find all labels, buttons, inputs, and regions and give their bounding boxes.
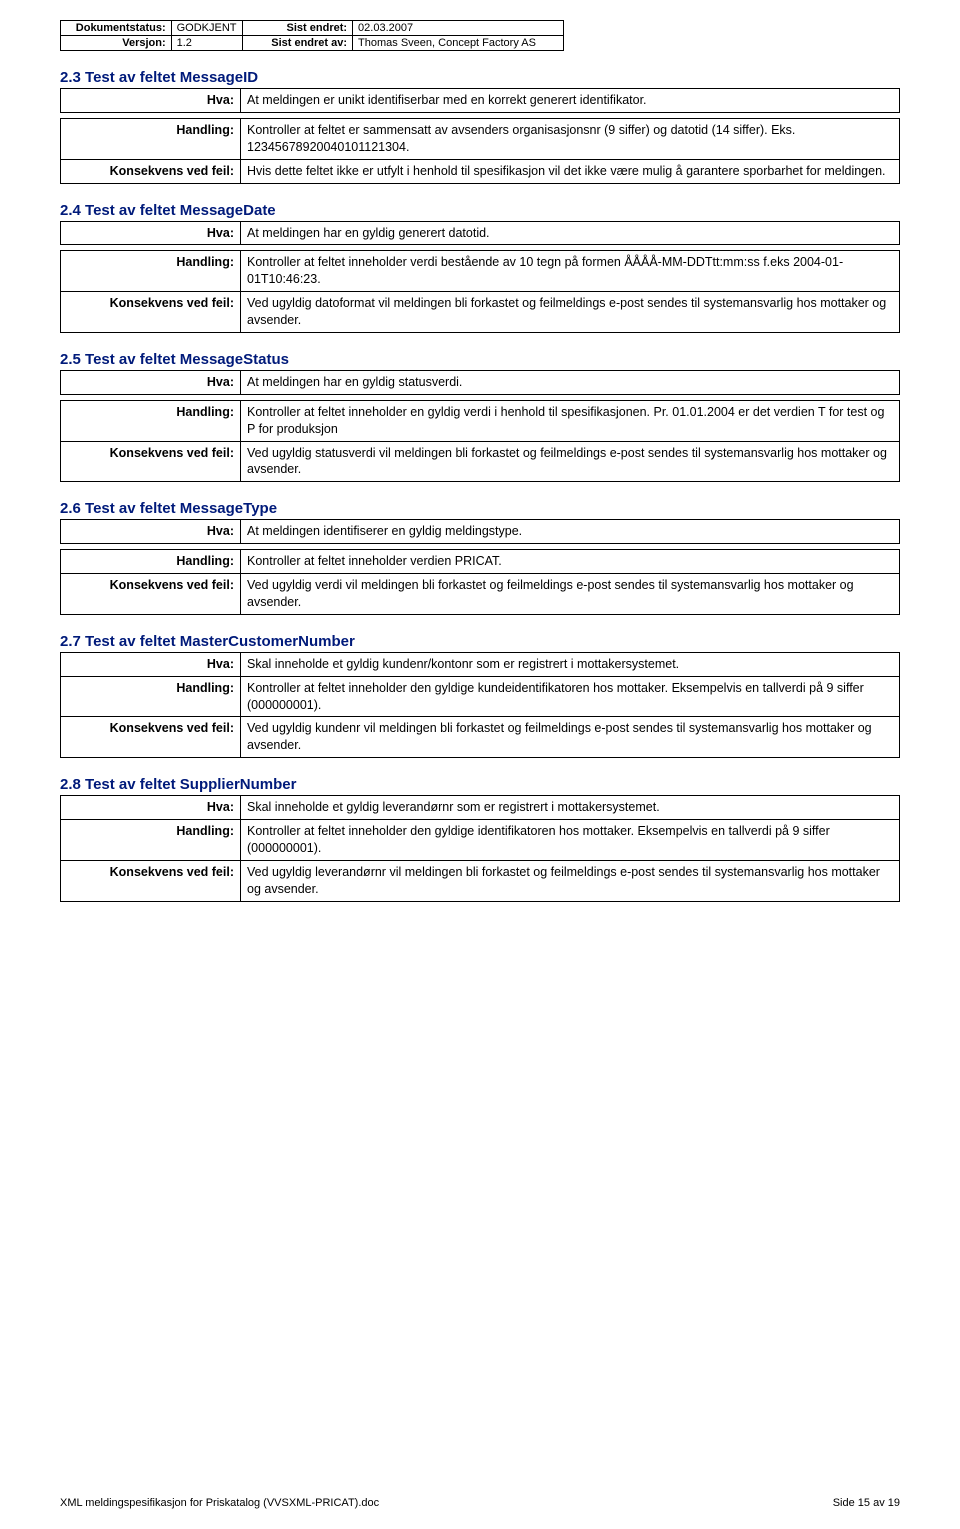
table-row: Hva:At meldingen har en gyldig generert … xyxy=(61,221,900,245)
hva-label: Hva: xyxy=(61,520,241,544)
table-row: Hva:Skal inneholde et gyldig leverandørn… xyxy=(61,796,900,820)
hva-value: Skal inneholde et gyldig kundenr/kontonr… xyxy=(241,652,900,676)
konsekvens-label: Konsekvens ved feil: xyxy=(61,574,241,615)
hva-label: Hva: xyxy=(61,652,241,676)
section-title: 2.8 Test av feltet SupplierNumber xyxy=(60,776,900,793)
table-row: Versjon: 1.2 Sist endret av: Thomas Svee… xyxy=(61,36,564,51)
hva-label: Hva: xyxy=(61,89,241,113)
table-row: Handling:Kontroller at feltet inneholder… xyxy=(61,820,900,861)
page: Dokumentstatus: GODKJENT Sist endret: 02… xyxy=(0,0,960,1529)
handling-value: Kontroller at feltet inneholder verdi be… xyxy=(241,251,900,292)
table-row: Konsekvens ved feil:Hvis dette feltet ik… xyxy=(61,159,900,183)
handling-label: Handling: xyxy=(61,550,241,574)
section-title: 2.4 Test av feltet MessageDate xyxy=(60,202,900,219)
konsekvens-value: Ved ugyldig datoformat vil meldingen bli… xyxy=(241,292,900,333)
header-value: 02.03.2007 xyxy=(353,21,564,36)
header-metadata-table: Dokumentstatus: GODKJENT Sist endret: 02… xyxy=(60,20,564,51)
table-row: Hva:Skal inneholde et gyldig kundenr/kon… xyxy=(61,652,900,676)
handling-value: Kontroller at feltet inneholder den gyld… xyxy=(241,820,900,861)
section-title: 2.3 Test av feltet MessageID xyxy=(60,69,900,86)
handling-label: Handling: xyxy=(61,820,241,861)
handling-label: Handling: xyxy=(61,676,241,717)
test-table: Hva:Skal inneholde et gyldig kundenr/kon… xyxy=(60,652,900,758)
page-footer: XML meldingspesifikasjon for Priskatalog… xyxy=(60,1497,900,1509)
handling-value: Kontroller at feltet inneholder en gyldi… xyxy=(241,400,900,441)
table-row: Konsekvens ved feil:Ved ugyldig leverand… xyxy=(61,860,900,901)
konsekvens-value: Ved ugyldig verdi vil meldingen bli fork… xyxy=(241,574,900,615)
table-row: Konsekvens ved feil:Ved ugyldig kundenr … xyxy=(61,717,900,758)
test-table: Hva:At meldingen identifiserer en gyldig… xyxy=(60,519,900,615)
konsekvens-label: Konsekvens ved feil: xyxy=(61,292,241,333)
table-row: Dokumentstatus: GODKJENT Sist endret: 02… xyxy=(61,21,564,36)
konsekvens-value: Ved ugyldig statusverdi vil meldingen bl… xyxy=(241,441,900,482)
sections-container: 2.3 Test av feltet MessageIDHva:At meldi… xyxy=(60,69,900,902)
table-row: Handling:Kontroller at feltet inneholder… xyxy=(61,251,900,292)
konsekvens-label: Konsekvens ved feil: xyxy=(61,860,241,901)
hva-label: Hva: xyxy=(61,796,241,820)
header-label: Versjon: xyxy=(61,36,172,51)
konsekvens-value: Hvis dette feltet ikke er utfylt i henho… xyxy=(241,159,900,183)
hva-label: Hva: xyxy=(61,370,241,394)
hva-value: At meldingen har en gyldig generert dato… xyxy=(241,221,900,245)
table-row: Handling:Kontroller at feltet inneholder… xyxy=(61,676,900,717)
table-row: Konsekvens ved feil:Ved ugyldig datoform… xyxy=(61,292,900,333)
hva-label: Hva: xyxy=(61,221,241,245)
handling-label: Handling: xyxy=(61,251,241,292)
header-value: Thomas Sveen, Concept Factory AS xyxy=(353,36,564,51)
table-row: Konsekvens ved feil:Ved ugyldig verdi vi… xyxy=(61,574,900,615)
handling-value: Kontroller at feltet er sammensatt av av… xyxy=(241,118,900,159)
konsekvens-label: Konsekvens ved feil: xyxy=(61,159,241,183)
test-table: Hva:At meldingen har en gyldig generert … xyxy=(60,221,900,333)
footer-left: XML meldingspesifikasjon for Priskatalog… xyxy=(60,1497,379,1509)
header-value: GODKJENT xyxy=(171,21,242,36)
header-label: Sist endret: xyxy=(242,21,353,36)
footer-right: Side 15 av 19 xyxy=(833,1497,900,1509)
hva-value: At meldingen er unikt identifiserbar med… xyxy=(241,89,900,113)
test-table: Hva:Skal inneholde et gyldig leverandørn… xyxy=(60,795,900,901)
table-row: Handling:Kontroller at feltet er sammens… xyxy=(61,118,900,159)
header-value: 1.2 xyxy=(171,36,242,51)
table-row: Handling:Kontroller at feltet inneholder… xyxy=(61,400,900,441)
handling-label: Handling: xyxy=(61,400,241,441)
header-label: Dokumentstatus: xyxy=(61,21,172,36)
header-label: Sist endret av: xyxy=(242,36,353,51)
section-title: 2.6 Test av feltet MessageType xyxy=(60,500,900,517)
table-row: Hva:At meldingen er unikt identifiserbar… xyxy=(61,89,900,113)
handling-label: Handling: xyxy=(61,118,241,159)
table-row: Konsekvens ved feil:Ved ugyldig statusve… xyxy=(61,441,900,482)
handling-value: Kontroller at feltet inneholder verdien … xyxy=(241,550,900,574)
konsekvens-value: Ved ugyldig leverandørnr vil meldingen b… xyxy=(241,860,900,901)
table-row: Hva:At meldingen identifiserer en gyldig… xyxy=(61,520,900,544)
hva-value: At meldingen har en gyldig statusverdi. xyxy=(241,370,900,394)
hva-value: Skal inneholde et gyldig leverandørnr so… xyxy=(241,796,900,820)
konsekvens-label: Konsekvens ved feil: xyxy=(61,717,241,758)
section-title: 2.7 Test av feltet MasterCustomerNumber xyxy=(60,633,900,650)
hva-value: At meldingen identifiserer en gyldig mel… xyxy=(241,520,900,544)
handling-value: Kontroller at feltet inneholder den gyld… xyxy=(241,676,900,717)
table-row: Handling:Kontroller at feltet inneholder… xyxy=(61,550,900,574)
konsekvens-label: Konsekvens ved feil: xyxy=(61,441,241,482)
test-table: Hva:At meldingen er unikt identifiserbar… xyxy=(60,88,900,184)
konsekvens-value: Ved ugyldig kundenr vil meldingen bli fo… xyxy=(241,717,900,758)
table-row: Hva:At meldingen har en gyldig statusver… xyxy=(61,370,900,394)
section-title: 2.5 Test av feltet MessageStatus xyxy=(60,351,900,368)
test-table: Hva:At meldingen har en gyldig statusver… xyxy=(60,370,900,482)
